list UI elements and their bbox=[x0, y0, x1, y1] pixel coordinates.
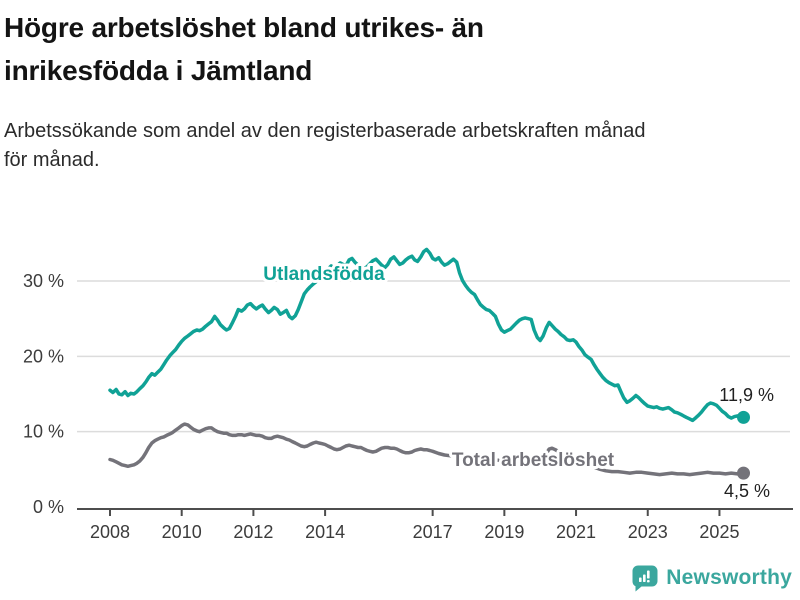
brand-footer: Newsworthy bbox=[631, 564, 792, 592]
series-label-total-arbetsl-shet: Total arbetslöshet bbox=[452, 450, 615, 471]
series-line-utlandsf-dda bbox=[108, 247, 746, 423]
x-axis-tick-label: 2008 bbox=[90, 522, 130, 542]
page-title: Högre arbetslöshet bland utrikes- än inr… bbox=[4, 6, 784, 92]
chart-header: Högre arbetslöshet bland utrikes- än inr… bbox=[4, 6, 784, 92]
title-line-1: Högre arbetslöshet bland utrikes- än bbox=[4, 12, 484, 43]
series-end-dot-total-arbetsl-shet bbox=[737, 466, 750, 480]
y-axis-tick-label: 0 % bbox=[33, 497, 64, 517]
x-axis-tick-label: 2012 bbox=[233, 522, 273, 542]
x-axis-tick-label: 2025 bbox=[699, 522, 739, 542]
subtitle-line-1: Arbetssökande som andel av den registerb… bbox=[4, 120, 646, 142]
x-axis-tick-label: 2017 bbox=[413, 522, 453, 542]
mini-bar-chart-glyph bbox=[639, 570, 650, 583]
end-value-label-utlandsf-dda: 11,9 % bbox=[719, 385, 774, 405]
y-axis-tick-label: 30 % bbox=[23, 271, 64, 291]
y-axis-tick-label: 20 % bbox=[23, 346, 64, 366]
series-label-utlandsf-dda: Utlandsfödda bbox=[263, 264, 385, 285]
series-end-dot-utlandsf-dda bbox=[737, 410, 750, 424]
x-axis-tick-label: 2010 bbox=[162, 522, 202, 542]
brand-name: Newsworthy bbox=[666, 566, 792, 589]
y-axis-tick-label: 10 % bbox=[23, 422, 64, 442]
series-line-total-arbetsl-shet bbox=[108, 422, 746, 477]
chart-subtitle: Arbetssökande som andel av den registerb… bbox=[4, 117, 784, 175]
x-axis-tick-label: 2023 bbox=[628, 522, 668, 542]
x-axis-tick-label: 2014 bbox=[305, 522, 345, 542]
title-line-2: inrikesfödda i Jämtland bbox=[4, 55, 313, 86]
end-value-label-total-arbetsl-shet: 4,5 % bbox=[724, 481, 770, 501]
newsworthy-logo-icon bbox=[632, 565, 658, 592]
subtitle-line-2: för månad. bbox=[4, 149, 100, 171]
x-axis-tick-label: 2021 bbox=[556, 522, 596, 542]
x-axis-tick-label: 2019 bbox=[484, 522, 524, 542]
